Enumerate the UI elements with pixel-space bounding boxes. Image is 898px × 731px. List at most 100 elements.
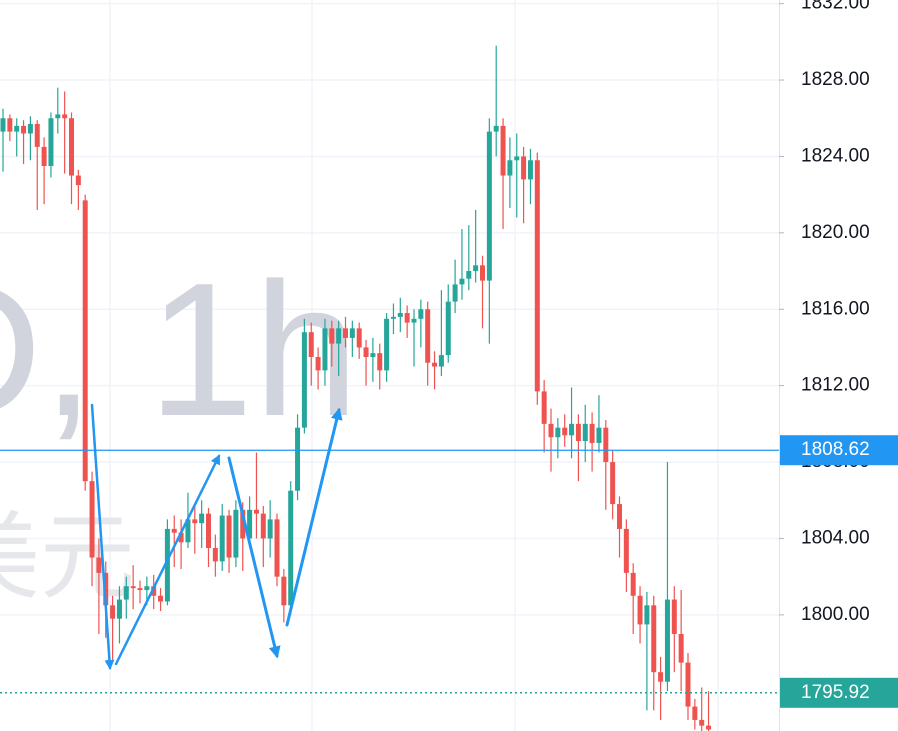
candle-body [678, 633, 684, 663]
candle-body [466, 271, 472, 279]
candle-body [110, 605, 116, 619]
candle-body [370, 353, 376, 357]
candle-body [206, 513, 211, 549]
candle-body [623, 528, 629, 573]
candle-body [69, 118, 74, 176]
candle-body [589, 423, 595, 443]
price-axis-labels: 1800.001804.001808.001812.001816.001820.… [779, 0, 870, 625]
candle-body [507, 160, 513, 176]
candle-body [21, 125, 27, 134]
candle-body [569, 423, 575, 436]
candle-body [637, 595, 643, 625]
candle-body [144, 586, 150, 591]
y-tick-label: 1812.00 [801, 375, 870, 396]
candle-body [617, 504, 622, 529]
y-tick-label: 1804.00 [801, 527, 870, 548]
y-tick-label: 1824.00 [801, 145, 870, 166]
candle-body [438, 355, 444, 367]
candle-body [658, 672, 664, 682]
candle-body [27, 123, 33, 134]
candle-body [336, 328, 342, 344]
candle-body [14, 125, 20, 132]
candle-body [432, 362, 438, 367]
y-tick-label: 1816.00 [801, 298, 870, 319]
candle-body [137, 588, 143, 591]
candle-body [644, 605, 650, 625]
candle-body [671, 599, 677, 634]
candle-body [322, 328, 328, 371]
candle-body [158, 595, 164, 602]
candle-body [692, 706, 698, 720]
candle-body [377, 353, 383, 371]
y-tick-label: 1800.00 [801, 604, 870, 625]
watermark-text: D, 1h [0, 244, 359, 456]
candle-body [295, 427, 301, 491]
price-label: 1795.92 [801, 682, 870, 703]
candle-body [384, 318, 390, 371]
candle-body [329, 328, 335, 344]
candle-body [185, 519, 191, 543]
candle-body [48, 118, 54, 166]
y-tick-label: 1828.00 [801, 69, 870, 90]
candle-body [62, 114, 68, 119]
candle-body [425, 309, 431, 363]
watermark: D, 1h 美元 [0, 244, 359, 611]
candle-body [178, 532, 184, 543]
candle-body [534, 160, 540, 392]
candle-body [706, 725, 712, 730]
y-tick-label: 1832.00 [801, 0, 870, 14]
candle-body [0, 118, 6, 132]
candle-body [473, 265, 479, 272]
candle-body [343, 328, 348, 338]
candle-body [555, 427, 561, 438]
candle-body [226, 515, 232, 558]
candles [0, 45, 712, 731]
price-label-box [780, 677, 898, 708]
candle-body [685, 662, 691, 707]
candle-body [418, 309, 424, 319]
drawings [90, 403, 343, 670]
price-axis [779, 0, 898, 731]
candle-body [493, 125, 499, 132]
candle-body [651, 605, 657, 673]
candle-body [486, 131, 492, 281]
candle-body [521, 156, 527, 180]
candle-body [610, 462, 616, 505]
candle-body [164, 528, 170, 602]
candle-body [240, 509, 246, 539]
candle-body [89, 481, 95, 558]
candle-body [288, 490, 294, 606]
candle-body [575, 423, 581, 442]
arrow [227, 456, 281, 659]
arrow [114, 454, 221, 666]
candle-body [34, 123, 40, 147]
watermark-subtext: 美元 [0, 505, 135, 611]
candle-body [527, 160, 533, 180]
candle-body [260, 513, 266, 539]
candle-body [123, 586, 129, 600]
candle-body [603, 427, 609, 463]
candle-body [390, 316, 396, 319]
candle-body [233, 509, 239, 558]
candle-body [349, 328, 355, 338]
candle-body [582, 423, 588, 442]
candle-body [267, 519, 273, 539]
candle-body [7, 118, 13, 132]
candle-body [541, 391, 547, 424]
candle-body [411, 318, 417, 323]
candle-body [699, 719, 705, 726]
grid [0, 0, 779, 731]
candle-body [664, 599, 670, 682]
candle-body [356, 328, 362, 348]
candle-body [96, 557, 102, 573]
price-label: 1808.62 [801, 439, 870, 460]
candle-body [630, 572, 636, 596]
candle-body [75, 175, 81, 186]
candle-body [82, 200, 88, 482]
candle-body [548, 423, 554, 438]
candle-body [130, 586, 136, 589]
candle-body [212, 548, 218, 562]
candle-body [301, 332, 307, 428]
